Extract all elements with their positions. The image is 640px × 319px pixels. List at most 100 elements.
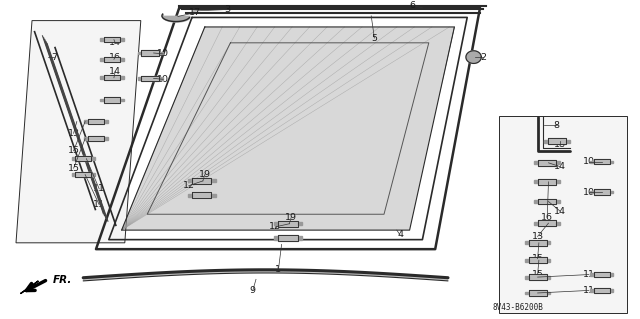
Text: 15: 15 [68, 146, 79, 155]
Polygon shape [547, 292, 550, 294]
Text: 12: 12 [183, 181, 195, 190]
Polygon shape [192, 178, 211, 184]
Polygon shape [100, 58, 104, 61]
Polygon shape [192, 192, 211, 198]
Polygon shape [556, 181, 560, 183]
Polygon shape [120, 38, 124, 41]
Polygon shape [529, 257, 547, 263]
Text: 12: 12 [269, 222, 281, 232]
Text: 4: 4 [397, 230, 403, 239]
Text: 16: 16 [109, 53, 121, 62]
Text: 14: 14 [554, 207, 566, 216]
Text: 19: 19 [199, 170, 211, 179]
Polygon shape [590, 273, 593, 276]
Polygon shape [556, 161, 560, 164]
Text: 8V43-B6200B: 8V43-B6200B [493, 303, 543, 312]
Polygon shape [610, 289, 613, 292]
Polygon shape [534, 181, 538, 183]
Polygon shape [278, 235, 298, 241]
Text: 10: 10 [583, 157, 595, 167]
Text: 16: 16 [541, 213, 553, 222]
Polygon shape [92, 173, 95, 176]
Polygon shape [590, 160, 593, 163]
Text: 7: 7 [51, 53, 58, 62]
Text: 6: 6 [410, 1, 416, 10]
Polygon shape [75, 156, 92, 161]
Text: 10: 10 [157, 75, 169, 84]
Polygon shape [466, 51, 481, 63]
Polygon shape [16, 21, 141, 243]
Polygon shape [538, 220, 556, 226]
Text: 14: 14 [554, 162, 566, 171]
Polygon shape [538, 160, 556, 166]
Polygon shape [100, 77, 104, 79]
Text: 13: 13 [532, 232, 543, 241]
Text: 15: 15 [68, 164, 79, 173]
Polygon shape [544, 140, 548, 143]
Text: 14: 14 [109, 67, 121, 76]
Text: 11: 11 [93, 184, 105, 193]
Polygon shape [138, 52, 141, 55]
Text: 17: 17 [189, 8, 201, 17]
Polygon shape [122, 27, 454, 230]
Text: 2: 2 [480, 53, 486, 62]
Polygon shape [534, 222, 538, 225]
Polygon shape [211, 194, 216, 197]
Polygon shape [593, 288, 610, 293]
Polygon shape [72, 157, 75, 160]
Text: 13: 13 [68, 129, 79, 138]
Polygon shape [547, 259, 550, 262]
Polygon shape [278, 221, 298, 227]
Polygon shape [141, 76, 159, 81]
Polygon shape [120, 58, 124, 61]
Polygon shape [529, 240, 547, 246]
Text: 5: 5 [371, 33, 378, 42]
Polygon shape [159, 77, 163, 80]
Polygon shape [104, 57, 120, 62]
Polygon shape [298, 222, 302, 225]
Polygon shape [141, 50, 159, 56]
Polygon shape [120, 77, 124, 79]
Polygon shape [610, 160, 613, 163]
Polygon shape [610, 273, 613, 276]
Polygon shape [84, 137, 88, 140]
Polygon shape [525, 241, 529, 244]
Polygon shape [610, 191, 613, 193]
Polygon shape [72, 173, 75, 176]
Text: 14: 14 [109, 38, 121, 47]
Text: 11: 11 [93, 200, 105, 209]
Polygon shape [211, 179, 216, 182]
Polygon shape [499, 116, 627, 313]
Polygon shape [534, 161, 538, 164]
Polygon shape [538, 199, 556, 204]
Polygon shape [547, 241, 550, 244]
Text: 15: 15 [532, 270, 543, 279]
Polygon shape [104, 97, 120, 102]
Polygon shape [298, 236, 302, 240]
Polygon shape [84, 120, 88, 123]
Polygon shape [188, 179, 192, 182]
Polygon shape [274, 222, 278, 225]
Polygon shape [525, 259, 529, 262]
Polygon shape [88, 119, 104, 124]
Polygon shape [590, 191, 593, 193]
Polygon shape [75, 172, 92, 177]
Polygon shape [538, 179, 556, 185]
Polygon shape [100, 38, 104, 41]
Text: 11: 11 [583, 286, 595, 295]
Text: 1: 1 [275, 265, 282, 274]
Text: FR.: FR. [52, 275, 72, 285]
Polygon shape [88, 136, 104, 141]
Polygon shape [92, 157, 95, 160]
Polygon shape [556, 222, 560, 225]
Polygon shape [593, 159, 610, 164]
Polygon shape [188, 194, 192, 197]
Polygon shape [100, 99, 104, 101]
Polygon shape [547, 276, 550, 278]
Text: 15: 15 [532, 254, 543, 263]
Polygon shape [274, 236, 278, 240]
Text: 19: 19 [285, 213, 297, 222]
Text: 8: 8 [554, 121, 560, 130]
Text: 18: 18 [554, 140, 566, 149]
Polygon shape [104, 137, 108, 140]
